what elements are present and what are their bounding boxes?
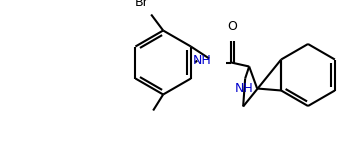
Text: Br: Br [134, 0, 148, 8]
Text: O: O [227, 19, 237, 32]
Text: NH: NH [235, 82, 254, 95]
Text: NH: NH [193, 54, 211, 67]
